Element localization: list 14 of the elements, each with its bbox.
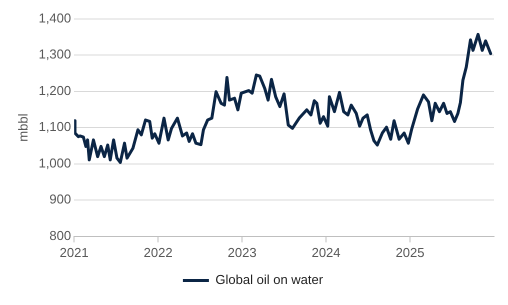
y-tick-label: 1,000 bbox=[38, 155, 72, 170]
y-tick-label: 800 bbox=[49, 228, 72, 243]
y-tick-label: 900 bbox=[49, 192, 72, 207]
y-tick-label: 1,300 bbox=[38, 46, 72, 62]
legend-label: Global oil on water bbox=[215, 272, 324, 288]
y-tick-label: 1,200 bbox=[38, 82, 72, 98]
x-tick-label: 2022 bbox=[144, 244, 173, 260]
y-axis-title: mbbl bbox=[15, 113, 30, 142]
x-tick-label: 2023 bbox=[228, 244, 257, 260]
y-tick-label: 1,400 bbox=[38, 10, 72, 26]
x-tick-label: 2025 bbox=[396, 244, 424, 260]
x-tick-label: 2024 bbox=[312, 244, 341, 260]
x-tick-label: 2021 bbox=[60, 244, 89, 260]
y-tick-label: 1,100 bbox=[38, 119, 72, 134]
